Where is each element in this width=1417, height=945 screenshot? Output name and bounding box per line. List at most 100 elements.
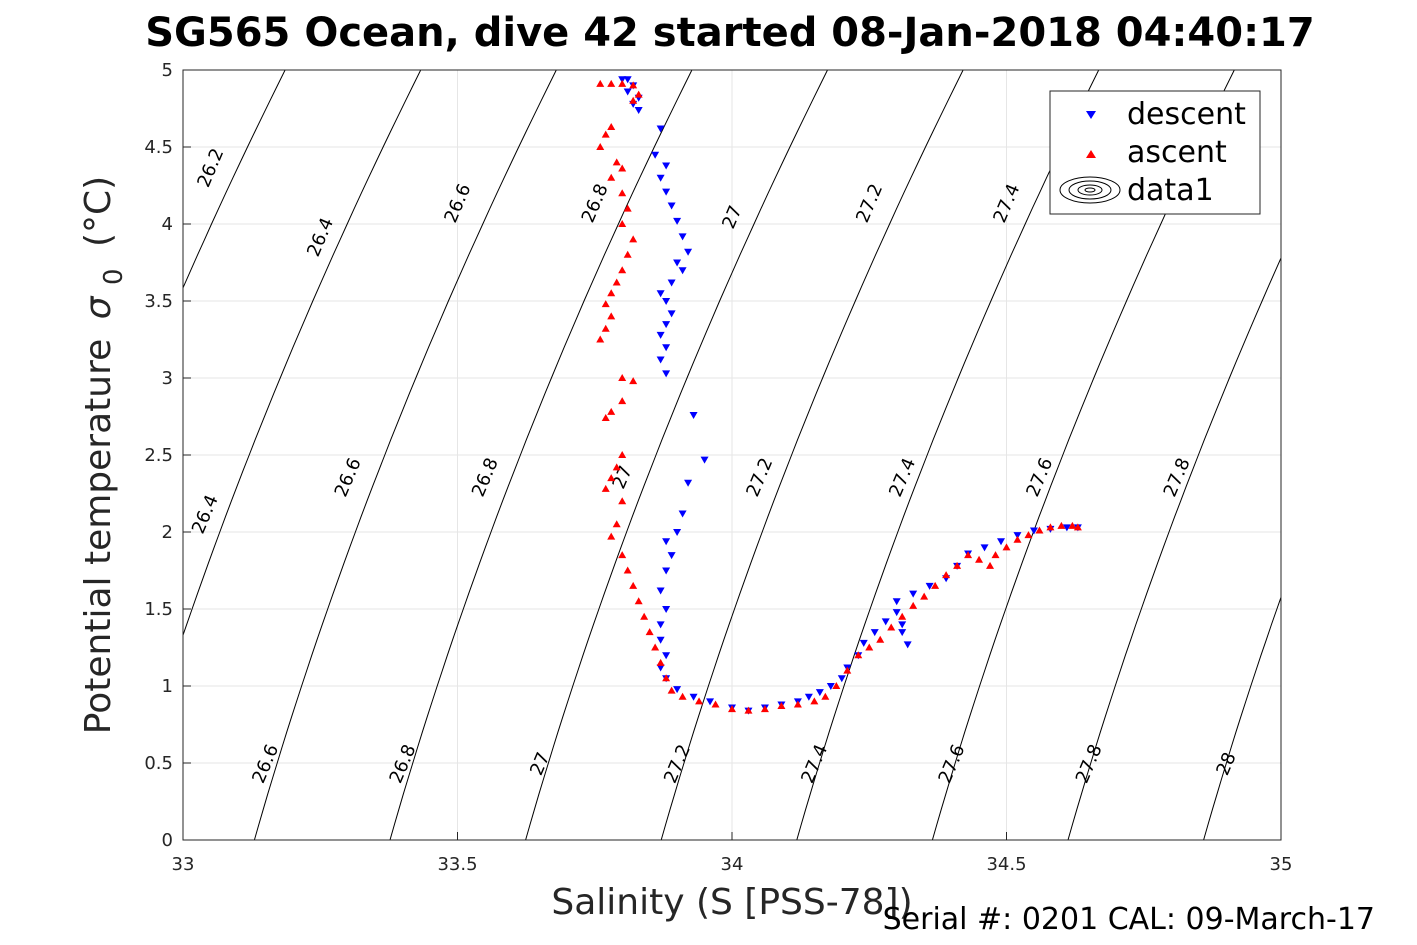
ascent-point (618, 266, 627, 274)
sigma-contour-26.6 (253, 70, 557, 840)
ascent-point (662, 674, 671, 682)
descent-point (662, 652, 671, 660)
ascent-point (711, 700, 720, 708)
sigma-contour-26.2 (183, 70, 286, 290)
legend-ascent-label: ascent (1127, 135, 1227, 170)
descent-point (662, 321, 671, 329)
ascent-point (607, 79, 616, 87)
descent-point (678, 233, 687, 241)
sigma-contour-27.8 (1067, 256, 1281, 840)
ascent-point (843, 666, 852, 674)
ascent-point (876, 635, 885, 643)
ascent-point (612, 463, 621, 471)
ascent-point (1002, 543, 1011, 551)
y-axis-label-text: Potential temperature (78, 339, 119, 734)
ascent-point (618, 220, 627, 227)
descent-point (656, 664, 665, 672)
ascent-point (1046, 523, 1055, 531)
descent-point (634, 107, 643, 115)
ascent-point (607, 289, 616, 297)
serial-cal-footer: Serial #: 0201 CAL: 09-March-17 (883, 902, 1375, 937)
descent-point (673, 529, 682, 536)
legend-descent-marker (1086, 111, 1096, 119)
descent-point (684, 248, 693, 256)
descent-point (700, 456, 709, 464)
ascent-point (612, 520, 621, 528)
descent-point (706, 698, 715, 706)
descent-point (898, 621, 907, 629)
ascent-point (601, 324, 610, 332)
descent-point (656, 331, 665, 339)
y-tick-label: 2.5 (144, 445, 173, 466)
descent-point (656, 621, 665, 629)
density-contours (183, 70, 1281, 840)
x-tick-label: 33 (172, 854, 195, 875)
y-tick-label: 1.5 (144, 599, 173, 620)
descent-point (673, 217, 682, 225)
ascent-point (607, 474, 616, 482)
descent-point (826, 683, 835, 690)
ascent-point (821, 692, 830, 700)
ascent-point (612, 278, 621, 286)
ascent-point (810, 697, 819, 705)
ascent-point (909, 601, 918, 609)
ascent-point (898, 612, 907, 620)
ascent-point (618, 164, 627, 172)
ascent-point (629, 81, 638, 89)
x-axis-ticks: 33 33.5 34 34.5 35 (172, 832, 1293, 875)
ascent-point (964, 551, 973, 559)
sigma-contour-26.4 (183, 70, 422, 637)
descent-point (662, 188, 671, 196)
legend-data1-marker (1059, 176, 1121, 204)
y-tick-label: 4.5 (144, 137, 173, 158)
descent-point (892, 598, 901, 606)
x-tick-label: 35 (1270, 854, 1293, 875)
ascent-point (953, 561, 962, 569)
descent-point (815, 689, 824, 697)
descent-point (656, 125, 665, 133)
ascent-point (618, 497, 627, 505)
descent-point (980, 544, 989, 552)
legend: descent ascent data1 (1049, 90, 1261, 215)
ascent-point (634, 597, 643, 605)
sigma-contour-27.2 (660, 70, 964, 840)
svg-text:Potential temperature σ: Potential temperature σ 0 (°C) (78, 176, 131, 734)
ascent-point (618, 397, 627, 405)
descent-point (804, 693, 813, 701)
descent-point (662, 298, 671, 305)
descent-point (837, 675, 846, 683)
ascent-point (942, 571, 951, 579)
ascent-point (651, 643, 660, 651)
ascent-point (623, 250, 632, 258)
ascent-point (618, 374, 627, 381)
descent-point (997, 538, 1006, 546)
ascent-point (1013, 535, 1022, 543)
y-axis-label: Potential temperature σ 0 (°C) (78, 176, 131, 734)
descent-point (678, 267, 687, 275)
ascent-point (623, 566, 632, 574)
legend-data1-label: data1 (1127, 173, 1214, 208)
descent-point (898, 629, 907, 637)
descent-point (667, 310, 676, 318)
ascent-point (634, 90, 643, 98)
ascent-point (1073, 523, 1082, 531)
ascent-point (596, 79, 605, 87)
ascent-point (986, 561, 995, 569)
y-tick-label: 0 (162, 830, 173, 851)
descent-point (662, 567, 671, 575)
ascent-point (601, 300, 610, 308)
ascent-point (618, 451, 627, 458)
descent-point (1062, 524, 1071, 532)
ascent-point (623, 204, 632, 212)
ascent-point (607, 173, 616, 181)
ascent-point (601, 414, 610, 422)
ascent-point (793, 700, 802, 708)
descent-point (656, 356, 665, 364)
ascent-point (1024, 531, 1033, 539)
legend-ascent-marker (1086, 150, 1096, 158)
descent-point (662, 162, 671, 170)
ascent-point (854, 651, 863, 659)
descent-point (881, 618, 890, 626)
ascent-point (645, 628, 654, 636)
descent-point (667, 202, 676, 210)
